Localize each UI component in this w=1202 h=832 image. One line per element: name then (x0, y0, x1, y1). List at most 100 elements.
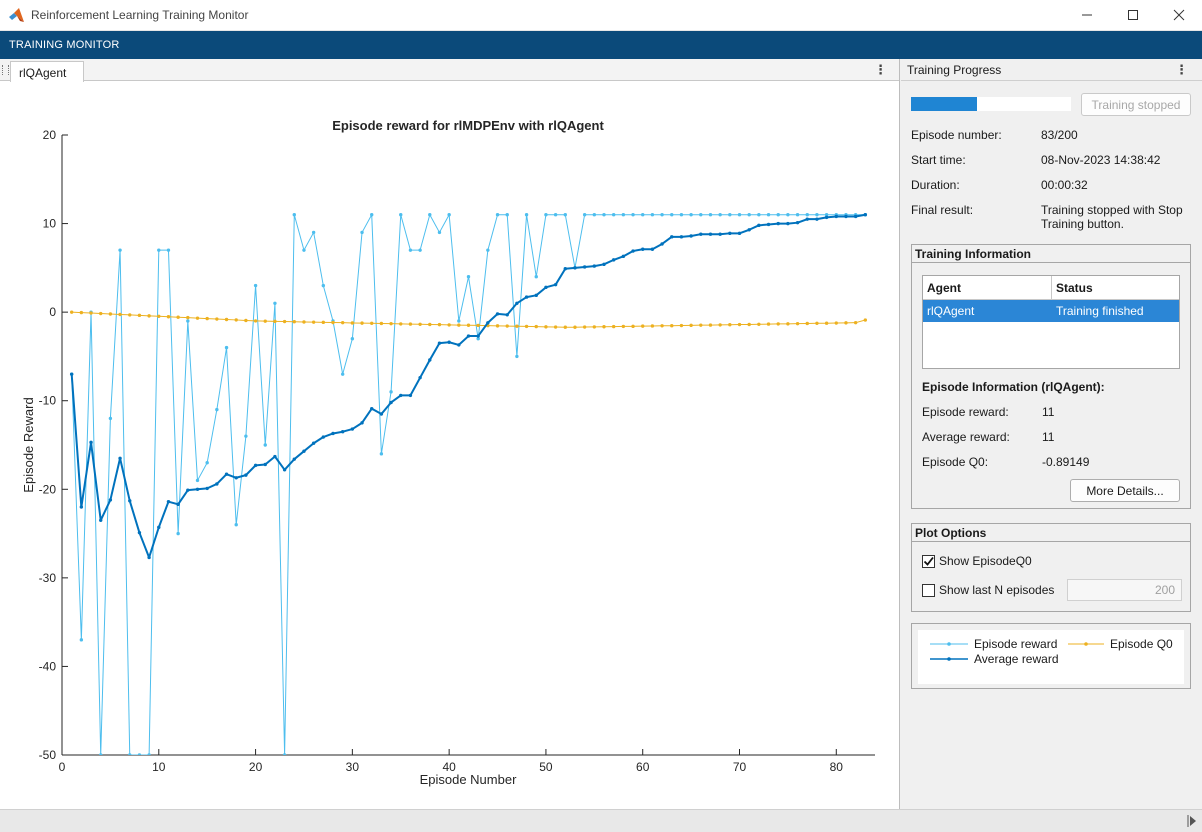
data-point-episode-reward (447, 213, 451, 217)
data-point-episode-reward (534, 275, 538, 279)
y-tick-label: -30 (39, 571, 57, 585)
data-point-episode-reward (118, 248, 122, 252)
data-point-average-reward (805, 217, 809, 221)
data-point-episode-reward (253, 283, 258, 288)
data-point-episode-q0 (437, 322, 442, 327)
data-point-average-reward (815, 217, 819, 221)
show-q0-checkbox[interactable] (922, 555, 935, 568)
last-n-episodes-field[interactable]: 200 (1067, 579, 1182, 601)
legend-item-episode-q0: Episode Q0 (1068, 637, 1173, 651)
panel-menu-icon[interactable]: ⋮ (1175, 62, 1188, 77)
data-point-episode-q0 (89, 311, 93, 315)
show-last-n-checkbox[interactable] (922, 584, 935, 597)
data-point-episode-q0 (641, 324, 645, 328)
data-point-average-reward (282, 468, 287, 472)
data-point-episode-reward (370, 213, 374, 217)
panel-title: Training Progress (907, 63, 1002, 77)
data-point-average-reward (708, 232, 713, 236)
data-point-average-reward (602, 262, 606, 267)
data-point-average-reward (224, 472, 229, 476)
agent-status-table: Agent Status rlQAgent Training finished (922, 275, 1180, 369)
data-point-average-reward (592, 264, 597, 268)
data-point-episode-reward (408, 248, 413, 252)
data-point-episode-q0 (282, 319, 287, 324)
data-point-episode-reward (786, 213, 790, 217)
data-point-episode-q0 (650, 324, 655, 328)
data-point-average-reward (466, 334, 471, 338)
data-point-episode-reward (273, 301, 277, 305)
data-point-episode-reward (224, 345, 229, 350)
data-point-average-reward (389, 400, 393, 405)
data-point-average-reward (641, 247, 645, 251)
chart-title: Episode reward for rlMDPEnv with rlQAgen… (332, 118, 604, 133)
data-point-average-reward (795, 220, 800, 225)
column-header-agent[interactable]: Agent (923, 276, 1052, 300)
status-bar (0, 809, 1202, 832)
data-point-episode-reward (99, 753, 103, 755)
data-point-average-reward (863, 213, 868, 217)
data-point-episode-q0 (205, 316, 209, 321)
duration-label: Duration: (911, 178, 960, 192)
data-point-episode-reward (186, 319, 190, 323)
data-point-episode-q0 (137, 313, 142, 318)
x-tick-label: 30 (346, 760, 360, 774)
data-point-average-reward (89, 440, 93, 445)
data-point-episode-reward (437, 230, 442, 235)
close-window-button[interactable] (1156, 0, 1202, 30)
data-point-episode-reward (215, 407, 219, 412)
data-point-average-reward (147, 555, 151, 560)
data-point-average-reward (650, 247, 655, 251)
data-point-episode-reward (670, 213, 674, 217)
maximize-button[interactable] (1110, 0, 1156, 30)
episode-q0-label: Episode Q0: (922, 455, 989, 469)
window-title: Reinforcement Learning Training Monitor (31, 8, 249, 22)
data-point-average-reward (573, 266, 577, 270)
x-tick-label: 10 (152, 760, 166, 774)
document-menu-icon[interactable]: ⋮ (874, 62, 887, 77)
plot-options-group: Plot Options Show EpisodeQ0 Show last N … (911, 523, 1191, 612)
data-point-episode-q0 (244, 318, 248, 323)
data-point-episode-reward (495, 213, 500, 217)
data-point-episode-q0 (621, 324, 626, 329)
data-point-episode-q0 (670, 323, 674, 328)
legend-label-episode-reward: Episode reward (974, 637, 1057, 651)
data-point-episode-reward (602, 213, 606, 217)
tab-training-monitor[interactable]: TRAINING MONITOR (9, 39, 120, 51)
training-stopped-button[interactable]: Training stopped (1081, 93, 1191, 116)
data-point-episode-q0 (176, 315, 180, 319)
data-point-episode-q0 (408, 322, 413, 326)
expand-panel-icon[interactable] (1187, 815, 1197, 827)
column-header-status[interactable]: Status (1052, 276, 1179, 300)
episode-information-title: Episode Information (rlQAgent): (922, 380, 1105, 394)
y-tick-label: 0 (49, 305, 56, 319)
table-row[interactable]: rlQAgent Training finished (923, 300, 1179, 322)
x-tick-label: 20 (249, 760, 263, 774)
data-point-average-reward (186, 488, 190, 492)
tab-rlqagent[interactable]: rlQAgent (10, 61, 84, 82)
data-point-episode-q0 (834, 321, 838, 325)
data-point-average-reward (476, 334, 480, 338)
data-point-episode-reward (418, 248, 422, 252)
data-point-episode-q0 (166, 315, 171, 319)
status-cell: Training finished (1056, 304, 1144, 318)
episode-reward-plot: Episode reward for rlMDPEnv with rlQAgen… (21, 118, 875, 787)
grip-icon[interactable] (2, 65, 9, 75)
data-point-episode-q0 (563, 325, 567, 329)
minimize-button[interactable] (1064, 0, 1110, 30)
data-point-episode-reward (486, 248, 490, 252)
data-point-episode-q0 (524, 324, 529, 329)
data-point-average-reward (611, 258, 616, 262)
data-point-average-reward (563, 267, 567, 271)
data-point-episode-q0 (273, 319, 277, 324)
tab-label: rlQAgent (19, 66, 67, 80)
data-point-episode-reward (350, 337, 355, 341)
data-point-episode-q0 (224, 317, 229, 322)
episode-number-value: 83/200 (1041, 128, 1078, 142)
data-point-episode-reward (553, 213, 558, 217)
x-tick-label: 50 (539, 760, 553, 774)
maximize-icon (1128, 10, 1138, 20)
more-details-button[interactable]: More Details... (1070, 479, 1180, 502)
data-point-episode-q0 (611, 324, 616, 329)
data-point-episode-reward (728, 213, 732, 217)
legend-item-episode-reward: Episode reward (930, 637, 1057, 651)
